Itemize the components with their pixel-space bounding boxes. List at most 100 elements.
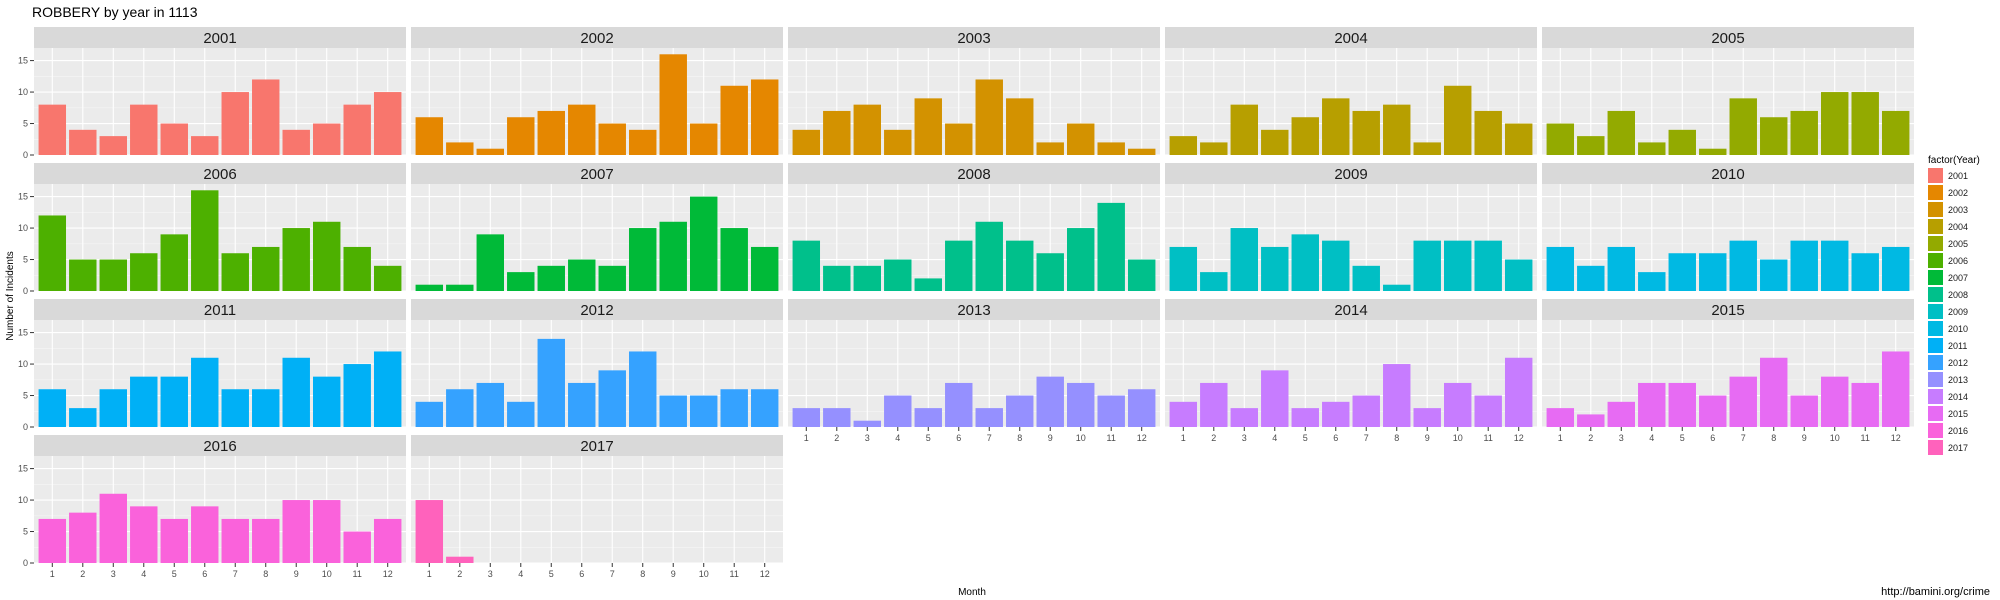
x-tick-label: 5 xyxy=(1680,433,1685,443)
bar-2009-month-5 xyxy=(1291,234,1319,291)
strip-label-2015: 2015 xyxy=(1711,302,1744,319)
x-tick-label: 4 xyxy=(518,569,523,579)
legend-item-2011: 2011 xyxy=(1928,338,1967,353)
bar-2011-month-8 xyxy=(252,389,280,427)
bar-2010-month-12 xyxy=(1881,246,1910,291)
legend-label-2009: 2009 xyxy=(1948,307,1968,317)
panel-2005: 2005 xyxy=(1542,27,1914,156)
bar-2012-month-8 xyxy=(629,351,657,427)
legend-key-2010 xyxy=(1928,321,1943,336)
bar-2013-month-3 xyxy=(853,420,881,427)
bar-2010-month-1 xyxy=(1546,246,1575,291)
bar-2007-month-3 xyxy=(476,234,504,291)
bar-2004-month-4 xyxy=(1261,129,1289,155)
bar-2014-month-7 xyxy=(1352,395,1380,427)
strip-2010 xyxy=(1542,163,1914,184)
bar-2007-month-6 xyxy=(568,259,596,291)
bar-2001-month-4 xyxy=(130,104,158,155)
bar-2012-month-3 xyxy=(476,382,504,427)
x-tick-label: 1 xyxy=(427,569,432,579)
bar-2016-month-6 xyxy=(191,506,219,563)
bar-2002-month-2 xyxy=(446,142,474,155)
panel-2010: 2010 xyxy=(1542,163,1914,292)
bar-2006-month-1 xyxy=(38,215,67,291)
bar-2002-month-12 xyxy=(750,79,779,155)
bar-2004-month-2 xyxy=(1200,142,1228,155)
bar-2008-month-8 xyxy=(1006,240,1034,291)
panel-2009: 2009 xyxy=(1165,163,1537,292)
legend-label-2013: 2013 xyxy=(1948,375,1968,385)
bar-2011-month-1 xyxy=(38,389,67,427)
bar-2011-month-5 xyxy=(160,376,188,427)
bar-2006-month-4 xyxy=(130,253,158,291)
y-tick-label: 10 xyxy=(18,495,28,505)
bar-2004-month-6 xyxy=(1322,98,1350,155)
bar-2013-month-1 xyxy=(792,408,821,427)
legend-item-2017: 2017 xyxy=(1928,440,1968,455)
bar-2005-month-3 xyxy=(1607,110,1635,155)
legend-item-2012: 2012 xyxy=(1928,355,1968,370)
strip-2004 xyxy=(1165,27,1537,48)
bar-2015-month-5 xyxy=(1668,382,1696,427)
bar-2015-month-9 xyxy=(1790,395,1818,427)
bar-2006-month-5 xyxy=(160,234,188,291)
bar-2008-month-6 xyxy=(945,240,973,291)
bar-2001-month-10 xyxy=(313,123,341,155)
bar-2012-month-6 xyxy=(568,382,596,427)
bar-2012-month-9 xyxy=(659,395,687,427)
panel-background xyxy=(411,456,783,563)
bar-2012-month-7 xyxy=(598,370,626,427)
panel-2006: 2006 0 5 10 15 xyxy=(18,163,406,296)
legend-label-2008: 2008 xyxy=(1948,290,1968,300)
bar-2004-month-12 xyxy=(1504,123,1533,155)
bar-2011-month-6 xyxy=(191,357,219,427)
bar-2013-month-4 xyxy=(884,395,912,427)
bar-2013-month-5 xyxy=(914,408,942,427)
bar-2014-month-8 xyxy=(1383,364,1411,427)
bar-2010-month-2 xyxy=(1577,265,1605,291)
bar-2008-month-12 xyxy=(1127,259,1156,291)
bar-2012-month-12 xyxy=(750,389,779,427)
bar-2010-month-4 xyxy=(1638,272,1666,291)
bar-2014-month-4 xyxy=(1261,370,1289,427)
bar-2002-month-1 xyxy=(415,117,444,155)
legend-items: 2001 2002 2003 2004 2005 2006 2007 2008 2009 2010… xyxy=(1928,168,1968,455)
bar-2012-month-11 xyxy=(720,389,748,427)
legend-key-2011 xyxy=(1928,338,1943,353)
legend-label-2011: 2011 xyxy=(1948,341,1967,351)
bar-2004-month-8 xyxy=(1383,104,1411,155)
bar-2007-month-2 xyxy=(446,284,474,291)
bar-2002-month-5 xyxy=(537,110,565,155)
bar-2009-month-2 xyxy=(1200,272,1228,291)
x-tick-label: 8 xyxy=(1017,433,1022,443)
legend-label-2012: 2012 xyxy=(1948,358,1968,368)
strip-label-2011: 2011 xyxy=(204,302,236,319)
legend-key-2009 xyxy=(1928,304,1943,319)
bar-2012-month-2 xyxy=(446,389,474,427)
bar-2008-month-10 xyxy=(1067,228,1095,291)
bar-2008-month-5 xyxy=(914,278,942,291)
legend: factor(Year) 200120022003200420052006200… xyxy=(1928,155,1980,455)
x-tick-label: 3 xyxy=(865,433,870,443)
bar-2003-month-2 xyxy=(823,110,851,155)
x-tick-label: 11 xyxy=(1861,433,1870,443)
x-tick-label: 11 xyxy=(353,569,362,579)
bar-2007-month-9 xyxy=(659,221,687,291)
bar-2005-month-8 xyxy=(1760,117,1788,155)
bar-2010-month-6 xyxy=(1699,253,1727,291)
x-tick-label: 8 xyxy=(1771,433,1776,443)
bar-2014-month-3 xyxy=(1230,408,1258,427)
y-tick-label: 5 xyxy=(23,255,28,265)
bar-2001-month-6 xyxy=(191,136,219,155)
bar-2016-month-9 xyxy=(282,500,310,563)
strip-label-2002: 2002 xyxy=(580,30,613,47)
x-tick-label: 11 xyxy=(730,569,739,579)
x-tick-label: 3 xyxy=(111,569,116,579)
y-tick-label: 5 xyxy=(23,391,28,401)
bar-2007-month-7 xyxy=(598,265,626,291)
bar-2015-month-11 xyxy=(1851,382,1879,427)
bar-2008-month-2 xyxy=(823,265,851,291)
legend-label-2005: 2005 xyxy=(1948,239,1968,249)
